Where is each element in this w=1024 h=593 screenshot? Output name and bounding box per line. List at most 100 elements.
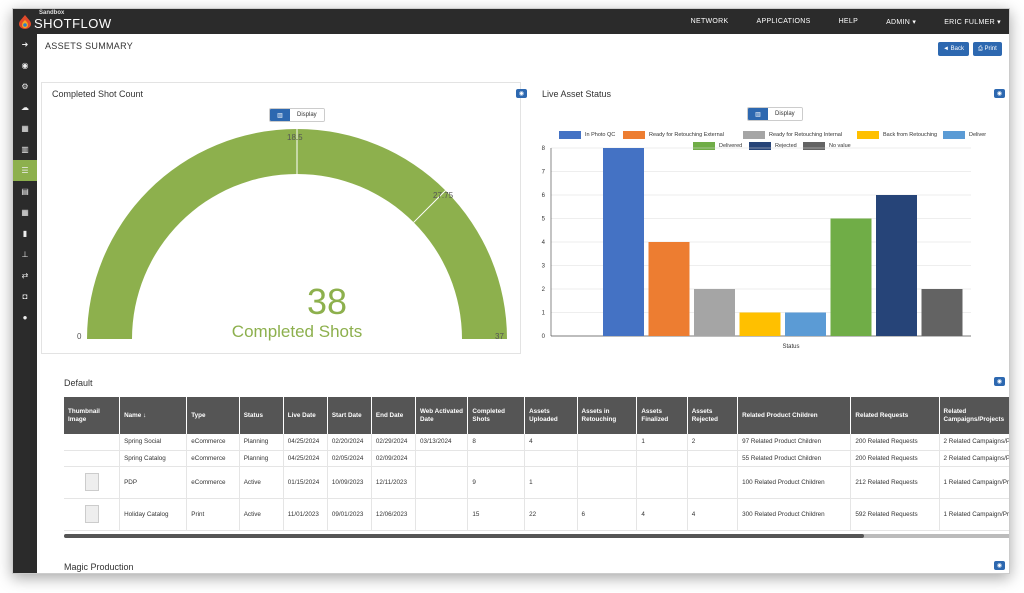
gauge-display-toggle[interactable]: ▥ Display: [269, 108, 325, 122]
calendar-icon[interactable]: ▦: [21, 124, 29, 133]
y-tick-label: 7: [542, 170, 546, 176]
sidebar: ➜ ◉ ⚙ ☁ ▦ ▥ ☰ ▤ ▦ ▮ ⊥ ⇄ ◘ ●: [13, 34, 37, 573]
thumbnail-image[interactable]: [84, 473, 99, 491]
bar-chart-icon[interactable]: ▥: [21, 145, 29, 154]
back-button[interactable]: ◄ Back: [938, 42, 969, 56]
column-header[interactable]: Assets Uploaded: [524, 397, 578, 434]
bar[interactable]: [830, 218, 872, 337]
legend-swatch: [743, 131, 765, 139]
column-header[interactable]: Live Date: [283, 397, 328, 434]
legend-item[interactable]: Back from Retouching: [857, 131, 937, 139]
top-nav-menu: NETWORK APPLICATIONS HELP ADMIN ▾ ERIC F…: [691, 9, 1001, 34]
column-header[interactable]: Type: [186, 397, 240, 434]
table-cell: Print: [186, 498, 240, 531]
bar[interactable]: [603, 148, 644, 336]
bar[interactable]: [785, 312, 826, 337]
table-cell: 2 Related Campaigns/Pr: [939, 434, 1009, 451]
table-icon[interactable]: ▦: [21, 208, 29, 217]
live-panel-title: Live Asset Status: [542, 89, 612, 99]
print-button[interactable]: ⎙ Print: [973, 42, 1002, 56]
table-cell: 02/09/2024: [371, 450, 416, 467]
table-cell: [636, 450, 688, 467]
table-cell: 09/01/2023: [327, 498, 372, 531]
legend-item[interactable]: Rejected: [749, 142, 797, 150]
table-cell: 9: [467, 466, 526, 499]
column-header[interactable]: Web Activated Date: [415, 397, 469, 434]
table-row[interactable]: PDP eCommerce Active 01/15/2024 10/09/2023 12…: [64, 466, 1009, 499]
shotflow-logo[interactable]: Sandbox SHOTFLOW: [19, 10, 112, 32]
cloud-upload-icon[interactable]: ☁: [21, 103, 29, 112]
camera-icon[interactable]: ◘: [22, 292, 28, 301]
bar[interactable]: [648, 242, 690, 336]
arrow-right-icon[interactable]: ➜: [21, 40, 29, 49]
column-header[interactable]: Related Product Children: [737, 397, 852, 434]
bar[interactable]: [694, 289, 735, 336]
thumbnail-image[interactable]: [84, 505, 99, 523]
column-header[interactable]: Name ↓: [119, 397, 188, 434]
list-icon[interactable]: ☰: [13, 160, 37, 181]
column-header[interactable]: Related Campaigns/Projects: [939, 397, 1009, 434]
legend-swatch: [749, 142, 771, 150]
users-icon[interactable]: ●: [22, 313, 28, 322]
bar-chart-icon[interactable]: ▥: [748, 108, 768, 120]
legend-swatch: [803, 142, 825, 150]
eye-icon[interactable]: ◉: [516, 89, 527, 98]
table-row[interactable]: Spring Catalog eCommerce Planning 04/25/202…: [64, 450, 1009, 467]
gauge-arc: [87, 129, 507, 339]
exchange-icon[interactable]: ⇄: [21, 271, 29, 280]
column-header[interactable]: Related Requests: [850, 397, 940, 434]
bar-chart-icon[interactable]: ▥: [270, 109, 290, 121]
display-button[interactable]: Display: [290, 109, 324, 121]
display-button[interactable]: Display: [768, 108, 802, 120]
assets-table: Thumbnail Image Name ↓ Type Status Live Date…: [64, 397, 1009, 531]
nav-admin[interactable]: ADMIN ▾: [886, 18, 917, 26]
column-header[interactable]: Start Date: [327, 397, 372, 434]
column-header[interactable]: Assets Rejected: [687, 397, 739, 434]
nav-help[interactable]: HELP: [838, 18, 859, 25]
y-tick-label: 2: [542, 287, 546, 293]
column-header[interactable]: Status: [239, 397, 284, 434]
legend-item[interactable]: Deliver: [943, 131, 986, 139]
eye-icon[interactable]: ◉: [994, 561, 1005, 570]
live-display-toggle[interactable]: ▥ Display: [747, 107, 803, 121]
database-icon[interactable]: ▤: [21, 187, 29, 196]
nav-applications[interactable]: APPLICATIONS: [756, 18, 811, 25]
y-tick-label: 4: [542, 240, 546, 246]
table-cell: 10/09/2023: [327, 466, 372, 499]
legend-item[interactable]: Ready for Retouching Internal: [743, 131, 842, 139]
table-cell: 03/13/2024: [415, 434, 469, 451]
bar[interactable]: [876, 195, 917, 336]
legend-item[interactable]: Delivered: [693, 142, 742, 150]
eye-icon[interactable]: ◉: [994, 89, 1005, 98]
legend-label: Rejected: [775, 143, 797, 149]
table-row[interactable]: Spring Social eCommerce Planning 04/25/2024…: [64, 434, 1009, 451]
column-header[interactable]: Assets Finalized: [636, 397, 688, 434]
sitemap-icon[interactable]: ⊥: [21, 250, 29, 259]
table-cell: 1: [524, 466, 578, 499]
table-cell: 22: [524, 498, 578, 531]
nav-network[interactable]: NETWORK: [690, 18, 729, 25]
column-header[interactable]: Thumbnail Image: [64, 397, 121, 434]
legend-swatch: [693, 142, 715, 150]
table-horizontal-scrollbar[interactable]: [64, 534, 1009, 538]
nav-user-menu[interactable]: ERIC FULMER ▾: [944, 18, 1001, 26]
bar[interactable]: [921, 289, 963, 336]
gears-icon[interactable]: ⚙: [21, 82, 29, 91]
legend-item[interactable]: In Photo QC: [559, 131, 615, 139]
dashboard-icon[interactable]: ◉: [21, 61, 29, 70]
file-icon[interactable]: ▮: [22, 229, 28, 238]
column-header[interactable]: Completed Shots: [467, 397, 526, 434]
eye-icon[interactable]: ◉: [994, 377, 1005, 386]
bar[interactable]: [739, 312, 781, 337]
column-header[interactable]: End Date: [371, 397, 416, 434]
column-header[interactable]: Assets in Retouching: [577, 397, 638, 434]
gauge-3q-label: 27.75: [433, 191, 454, 200]
legend-item[interactable]: No value: [803, 142, 851, 150]
table-cell: 4: [524, 434, 578, 451]
legend-item[interactable]: Ready for Retouching External: [623, 131, 724, 139]
scrollbar-thumb[interactable]: [64, 534, 864, 538]
table-cell: Planning: [239, 434, 284, 451]
table-row[interactable]: Holiday Catalog Print Active 11/01/2023 09/0…: [64, 498, 1009, 531]
legend-label: Ready for Retouching Internal: [769, 132, 843, 138]
page-title: ASSETS SUMMARY: [45, 41, 134, 51]
